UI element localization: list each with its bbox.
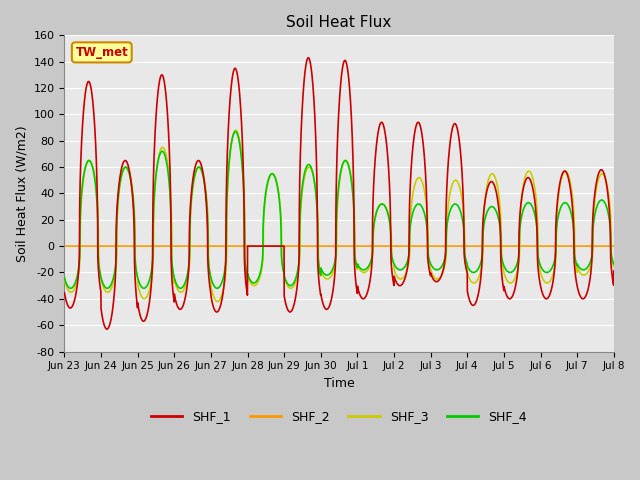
Legend: SHF_1, SHF_2, SHF_3, SHF_4: SHF_1, SHF_2, SHF_3, SHF_4 [146,405,532,428]
Title: Soil Heat Flux: Soil Heat Flux [286,15,392,30]
Text: TW_met: TW_met [76,46,128,59]
Y-axis label: Soil Heat Flux (W/m2): Soil Heat Flux (W/m2) [15,125,28,262]
X-axis label: Time: Time [324,377,355,390]
